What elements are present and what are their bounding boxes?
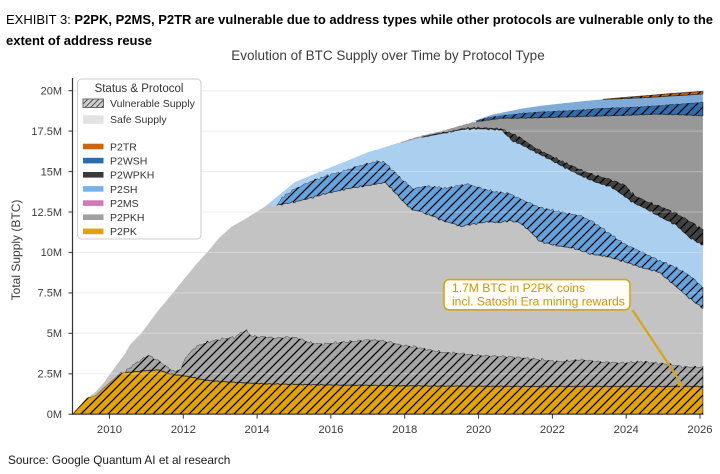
svg-text:2014: 2014	[245, 424, 270, 436]
svg-text:5M: 5M	[47, 328, 62, 340]
svg-text:17.5M: 17.5M	[31, 126, 62, 138]
svg-text:2026: 2026	[687, 424, 712, 436]
svg-text:P2TR: P2TR	[110, 141, 137, 153]
svg-text:Vulnerable Supply: Vulnerable Supply	[110, 98, 196, 110]
svg-text:incl. Satoshi Era mining rewar: incl. Satoshi Era mining rewards	[452, 295, 625, 309]
svg-text:10M: 10M	[41, 247, 62, 259]
svg-text:Evolution of BTC Supply over T: Evolution of BTC Supply over Time by Pro…	[231, 48, 544, 63]
svg-text:15M: 15M	[41, 166, 62, 178]
svg-text:2024: 2024	[614, 424, 639, 436]
svg-text:P2WSH: P2WSH	[110, 156, 147, 168]
svg-text:2010: 2010	[97, 424, 122, 436]
svg-text:2022: 2022	[540, 424, 565, 436]
svg-text:2018: 2018	[392, 424, 417, 436]
svg-text:Safe Supply: Safe Supply	[110, 114, 167, 126]
svg-text:P2PK: P2PK	[110, 226, 137, 238]
svg-text:P2WPKH: P2WPKH	[110, 170, 154, 182]
svg-text:P2PKH: P2PKH	[110, 212, 144, 224]
svg-text:2020: 2020	[466, 424, 491, 436]
svg-text:20M: 20M	[41, 86, 62, 98]
svg-text:1.7M BTC in P2PK coins: 1.7M BTC in P2PK coins	[452, 281, 585, 295]
svg-text:Total Supply (BTC): Total Supply (BTC)	[9, 200, 23, 301]
svg-text:2016: 2016	[318, 424, 343, 436]
svg-text:2012: 2012	[171, 424, 196, 436]
svg-text:P2MS: P2MS	[110, 198, 139, 210]
svg-text:P2SH: P2SH	[110, 184, 137, 196]
svg-text:2.5M: 2.5M	[38, 369, 62, 381]
svg-text:0M: 0M	[47, 409, 62, 421]
svg-text:7.5M: 7.5M	[38, 288, 62, 300]
svg-text:12.5M: 12.5M	[31, 207, 62, 219]
svg-text:Status & Protocol: Status & Protocol	[95, 83, 184, 95]
